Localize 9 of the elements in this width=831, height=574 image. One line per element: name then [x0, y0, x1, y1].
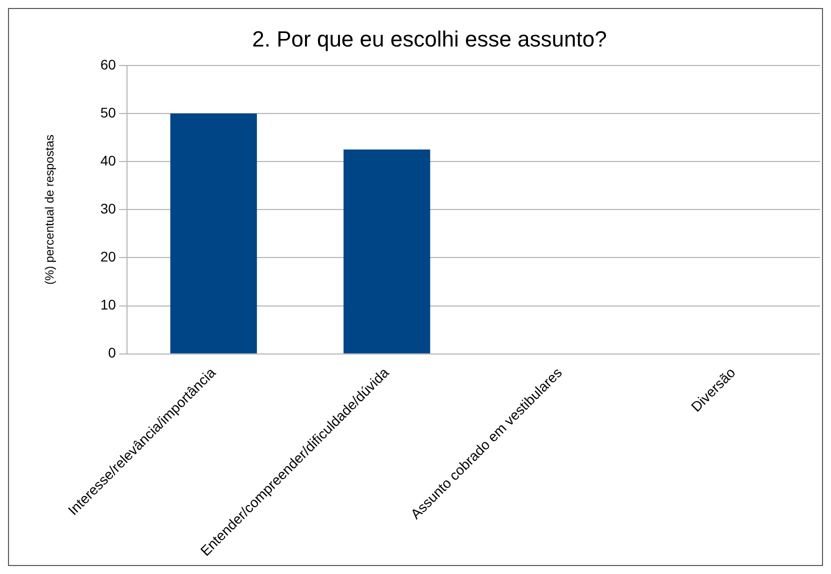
- chart-title: 2. Por que eu escolhi esse assunto?: [252, 26, 607, 52]
- y-tick-label: 0: [108, 344, 116, 361]
- y-tick-label: 40: [100, 152, 116, 168]
- y-tick-label: 60: [100, 56, 116, 72]
- y-tick-label: 10: [100, 296, 116, 313]
- y-axis-title: (%) percentual de respostas: [42, 134, 57, 285]
- y-tick-label: 30: [100, 200, 116, 216]
- y-tick-label: 50: [100, 104, 116, 120]
- y-tick-label: 20: [100, 248, 116, 265]
